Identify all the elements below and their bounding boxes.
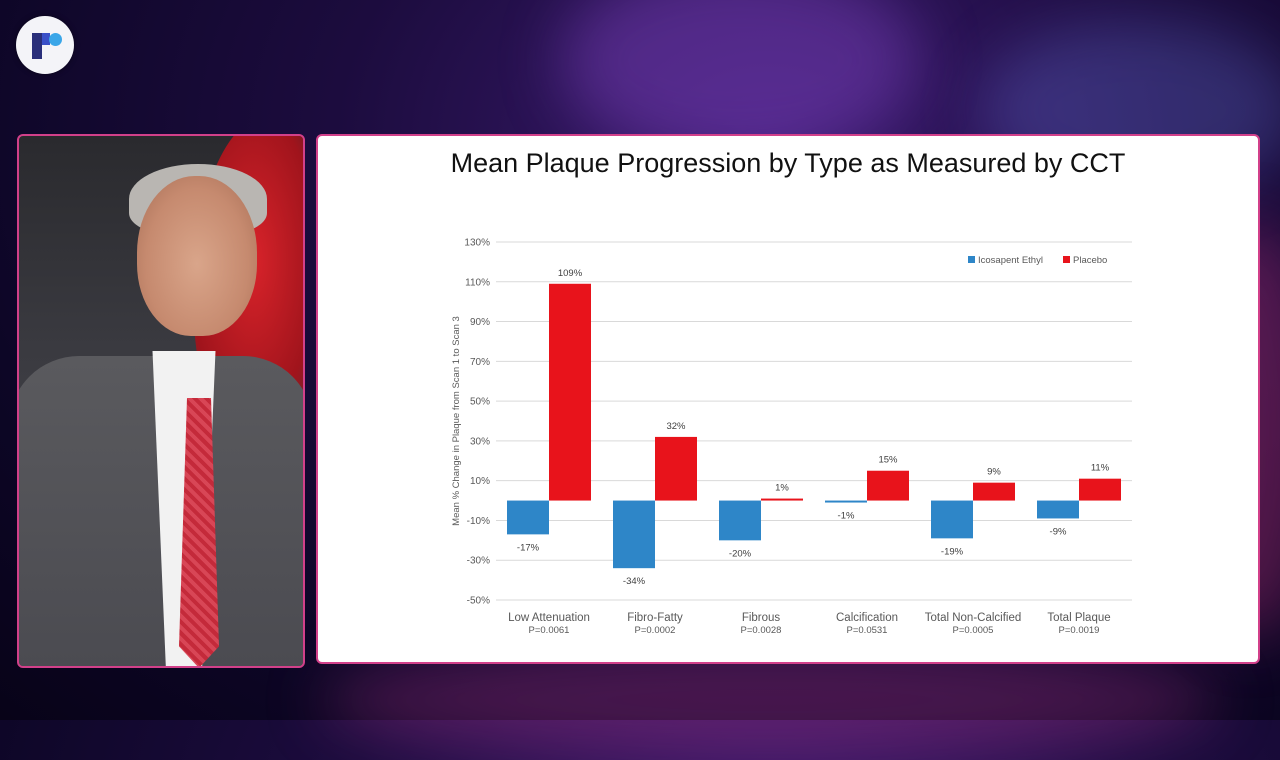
- data-label: -34%: [623, 576, 646, 587]
- bar-placebo: [973, 482, 1015, 501]
- x-category-label: Total Non-Calcified: [925, 612, 1022, 624]
- p-value-label: P=0.0005: [953, 625, 994, 636]
- data-label: 1%: [775, 483, 789, 494]
- p-value-label: P=0.0028: [741, 625, 782, 636]
- p-value-label: P=0.0002: [635, 625, 676, 636]
- bar-icosapent: [931, 500, 973, 539]
- y-tick-label: 30%: [470, 436, 490, 447]
- bar-icosapent: [719, 500, 761, 541]
- bar-icosapent: [825, 500, 867, 503]
- p-value-label: P=0.0061: [529, 625, 570, 636]
- y-tick-label: 10%: [470, 476, 490, 487]
- slide-panel: Mean Plaque Progression by Type as Measu…: [316, 134, 1260, 664]
- p-value-label: P=0.0531: [847, 625, 888, 636]
- data-label: -20%: [729, 548, 752, 559]
- y-tick-label: 130%: [464, 238, 490, 249]
- x-category-label: Fibrous: [742, 612, 781, 624]
- bar-placebo: [761, 498, 803, 501]
- bar-placebo: [1079, 478, 1121, 501]
- bar-icosapent: [507, 500, 549, 535]
- x-category-label: Total Plaque: [1047, 612, 1110, 624]
- x-category-label: Fibro-Fatty: [627, 612, 683, 624]
- data-label: 109%: [558, 268, 583, 279]
- bar-icosapent: [613, 500, 655, 569]
- data-label: -9%: [1050, 526, 1067, 537]
- bar-placebo: [867, 470, 909, 501]
- x-category-label: Low Attenuation: [508, 612, 590, 624]
- y-tick-label: 70%: [470, 357, 490, 368]
- legend-swatch: [968, 256, 975, 263]
- bar-chart: 130% 110% 90% 70% 50% 30% 10% -10% -30% -50% Mean …: [451, 238, 1132, 636]
- bar-placebo: [549, 283, 591, 501]
- x-category-label: Calcification: [836, 612, 898, 624]
- presenter-tie: [179, 398, 219, 666]
- data-label: -1%: [838, 511, 855, 522]
- data-label: 32%: [666, 421, 686, 432]
- p-value-label: P=0.0019: [1059, 625, 1100, 636]
- data-label: 15%: [878, 455, 898, 466]
- bar-icosapent: [1037, 500, 1079, 519]
- bar-placebo: [655, 436, 697, 501]
- data-label: 9%: [987, 467, 1001, 478]
- y-tick-label: 110%: [465, 277, 490, 288]
- y-axis-label: Mean % Change in Plaque from Scan 1 to S…: [451, 316, 462, 526]
- legend-label: Placebo: [1073, 255, 1107, 266]
- y-tick-label: 90%: [470, 317, 490, 328]
- y-tick-label: -30%: [467, 556, 490, 567]
- presenter-video: [17, 134, 305, 668]
- legend-swatch: [1063, 256, 1070, 263]
- y-tick-label: -10%: [467, 516, 490, 527]
- presenter-head: [137, 176, 257, 336]
- brand-logo-icon: [16, 16, 74, 74]
- slide-title: Mean Plaque Progression by Type as Measu…: [450, 148, 1126, 178]
- data-label: -19%: [941, 546, 964, 557]
- data-label: -17%: [517, 542, 540, 553]
- y-tick-label: 50%: [470, 397, 490, 408]
- legend-label: Icosapent Ethyl: [978, 255, 1043, 266]
- y-tick-label: -50%: [467, 596, 490, 607]
- data-label: 11%: [1091, 463, 1110, 474]
